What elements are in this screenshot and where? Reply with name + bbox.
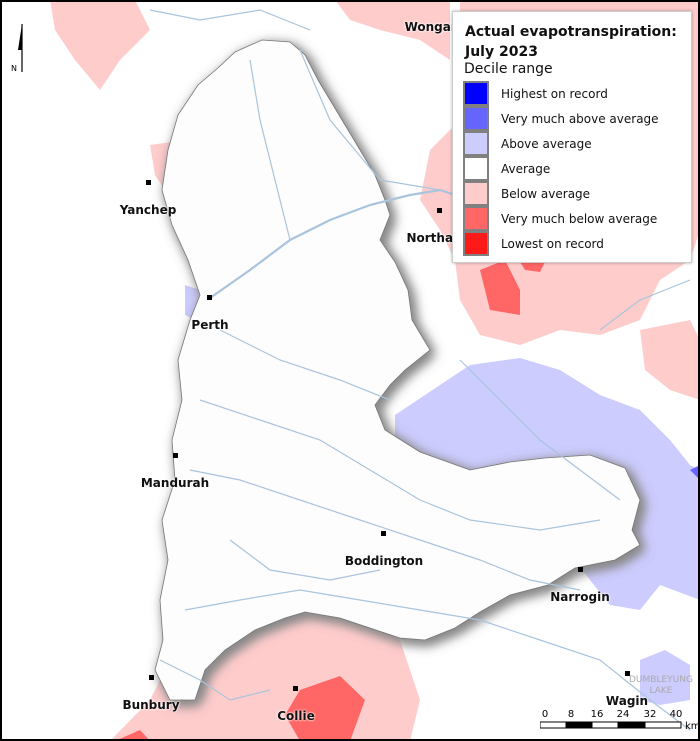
legend-label: Above average <box>501 136 592 151</box>
town-marker <box>578 567 583 572</box>
lake-label-line1: DUMBLEYUNG <box>629 675 693 685</box>
town-label-narrogin: Narrogin <box>550 590 610 604</box>
town-label-wagin: Wagin <box>605 694 649 708</box>
scale-bar: 0 8 16 24 32 40 km <box>539 706 700 740</box>
legend-title-line1: Actual evapotranspiration: <box>465 24 677 40</box>
scale-tick-label: 32 <box>644 709 657 720</box>
very-much-below-average-areas <box>115 260 545 741</box>
town-marker <box>207 295 212 300</box>
north-label: N <box>11 64 17 73</box>
north-arrow: N <box>10 20 30 80</box>
legend-item: Above average <box>463 131 659 156</box>
town-label-boddington: Boddington <box>344 554 424 568</box>
scale-tick-label: 40 <box>670 709 683 720</box>
scale-tick-label: 8 <box>568 709 574 720</box>
scale-tick-label: 24 <box>617 709 630 720</box>
legend-item: Very much above average <box>463 106 659 131</box>
legend: Actual evapotranspiration: July 2023 Dec… <box>452 11 692 263</box>
scale-tick-label: 0 <box>542 709 548 720</box>
legend-title-line2: July 2023 <box>465 44 538 60</box>
scale-unit: km <box>685 721 700 732</box>
legend-item: Very much below average <box>463 206 659 231</box>
town-marker <box>149 675 154 680</box>
scale-segment <box>591 721 619 729</box>
scale-tick-label: 16 <box>591 709 604 720</box>
town-label-bunbury: Bunbury <box>122 698 180 712</box>
legend-subtitle: Decile range <box>464 61 553 77</box>
north-arrow-icon <box>18 24 23 72</box>
legend-swatch <box>463 81 489 106</box>
very-much-above-average-area <box>690 465 700 480</box>
scale-segment <box>539 721 567 729</box>
legend-label: Lowest on record <box>501 236 604 251</box>
legend-label: Highest on record <box>501 86 608 101</box>
lake-label: DUMBLEYUNG LAKE <box>629 675 693 697</box>
legend-swatch <box>463 156 489 181</box>
town-marker <box>625 671 630 676</box>
legend-item: Highest on record <box>463 81 659 106</box>
town-marker <box>437 208 442 213</box>
legend-label: Average <box>501 161 551 176</box>
town-label-mandurah: Mandurah <box>140 476 210 490</box>
legend-label: Very much below average <box>501 211 658 226</box>
lake-label-line2: LAKE <box>649 686 673 696</box>
town-marker <box>146 180 151 185</box>
town-marker <box>293 686 298 691</box>
legend-swatch <box>463 106 489 131</box>
town-marker <box>381 531 386 536</box>
town-label-perth: Perth <box>191 318 229 332</box>
legend-swatch <box>463 181 489 206</box>
legend-swatch <box>463 231 489 256</box>
scale-segment <box>644 721 682 729</box>
town-marker <box>173 453 178 458</box>
legend-item: Average <box>463 156 659 181</box>
legend-title: Actual evapotranspiration: July 2023 <box>465 22 677 62</box>
legend-swatch <box>463 206 489 231</box>
town-label-northam: Northam <box>406 231 466 245</box>
scale-segment <box>565 721 593 729</box>
scale-segment <box>617 721 646 729</box>
legend-label: Below average <box>501 186 591 201</box>
legend-item: Below average <box>463 181 659 206</box>
town-label-collie: Collie <box>277 709 315 723</box>
town-label-yanchep: Yanchep <box>119 203 177 217</box>
legend-item: Lowest on record <box>463 231 659 256</box>
town-label-wongan: Wongan <box>404 20 460 34</box>
legend-label: Very much above average <box>501 111 659 126</box>
legend-swatch <box>463 131 489 156</box>
